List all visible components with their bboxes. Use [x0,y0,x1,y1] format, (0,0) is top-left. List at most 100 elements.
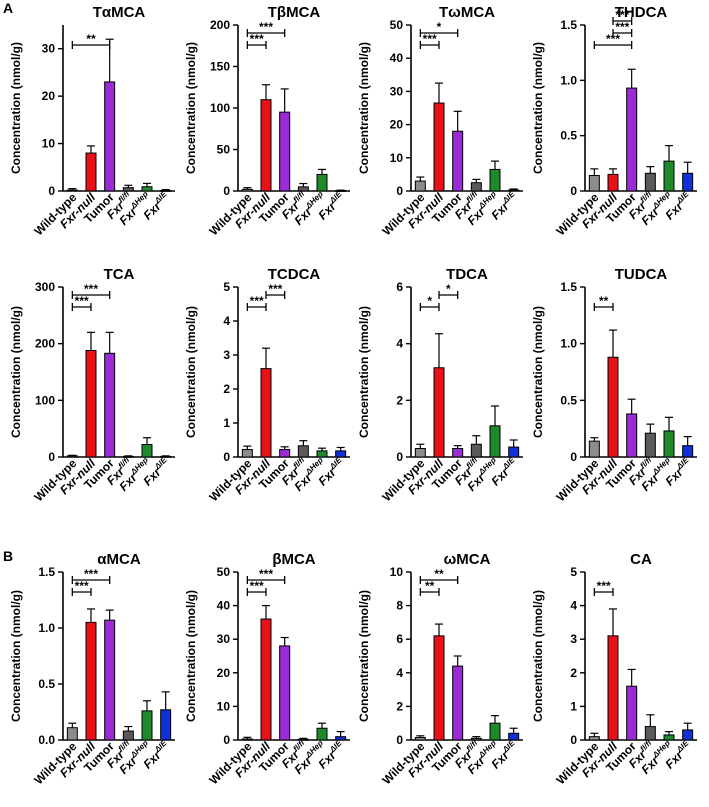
bar-null [85,349,97,458]
y-axis-label: Concentration (nmol/g) [531,590,545,722]
sig-label: *** [75,579,89,593]
sig-label: *** [615,8,629,22]
sig-label: ** [434,567,444,581]
y-tick-label: 0.5 [560,393,577,407]
bar-ie [160,709,172,741]
y-tick-label: 0 [48,184,55,198]
chart-title: TDCA [446,266,488,283]
bar-null [433,102,445,192]
sig-label: * [437,20,442,34]
chart-title: βMCA [272,551,315,568]
bar-tumor [104,352,116,458]
y-tick-label: 50 [217,143,231,157]
y-tick-label: 2 [396,393,403,407]
y-tick-label: 100 [35,393,55,407]
y-tick-label: 50 [390,18,404,32]
y-tick-label: 6 [396,632,403,646]
sig-label: *** [250,294,264,308]
chart-title: TωMCA [439,4,495,21]
bar-wt [588,175,600,192]
y-tick-label: 1.0 [38,621,55,635]
y-tick-label: 10 [390,565,404,579]
sig-label: *** [615,20,629,34]
y-tick-label: 20 [42,89,56,103]
bar-tumor [626,685,638,741]
sig-label: *** [423,32,437,46]
sig-label: * [446,282,451,296]
y-tick-label: 0 [223,184,230,198]
y-axis-label: Concentration (nmol/g) [531,42,545,174]
bar-null [433,367,445,458]
y-tick-label: 5 [223,280,230,294]
bar-tumor [626,413,638,458]
sig-label: *** [259,20,273,34]
sig-label: ** [425,579,435,593]
sig-label: *** [606,32,620,46]
y-axis-label: Concentration (nmol/g) [9,306,23,438]
y-tick-label: 40 [390,51,404,65]
y-tick-label: 0.5 [38,677,55,691]
y-tick-label: 300 [35,280,55,294]
bar-hep [489,425,501,458]
chart-title: ωMCA [444,551,491,568]
chart-title: TUDCA [615,266,668,283]
y-axis-label: Concentration (nmol/g) [357,306,371,438]
y-tick-label: 0 [570,184,577,198]
sig-label: *** [597,579,611,593]
sig-label: *** [84,282,98,296]
y-tick-label: 1.5 [560,18,577,32]
y-tick-label: 5 [570,565,577,579]
y-tick-label: 40 [217,599,231,613]
chart-title: THDCA [615,4,668,21]
y-tick-label: 0.0 [38,733,55,747]
panel-label-b: B [3,548,14,564]
y-axis-label: Concentration (nmol/g) [357,590,371,722]
bar-tumor [104,619,116,741]
y-axis-label: Concentration (nmol/g) [531,306,545,438]
sig-label: *** [268,282,282,296]
bar-null [607,356,619,458]
bar-tumor [452,665,464,741]
y-tick-label: 8 [396,599,403,613]
y-axis-label: Concentration (nmol/g) [184,306,198,438]
bar-hep [489,722,501,741]
bar-flfl [644,432,656,458]
y-tick-label: 0 [396,184,403,198]
sig-label: *** [250,32,264,46]
bar-flfl [644,172,656,192]
y-tick-label: 0 [223,450,230,464]
bar-null [607,173,619,192]
y-axis-label: Concentration (nmol/g) [9,590,23,722]
y-tick-label: 4 [396,337,403,351]
sig-label: *** [259,567,273,581]
y-tick-label: 20 [390,118,404,132]
bar-ie [682,729,694,741]
y-tick-label: 2 [396,699,403,713]
y-axis-label: Concentration (nmol/g) [9,42,23,174]
sig-label: ** [86,32,96,46]
y-tick-label: 1.0 [560,337,577,351]
bar-null [85,621,97,741]
bar-hep [489,168,501,192]
y-tick-label: 6 [396,280,403,294]
sig-label: *** [250,579,264,593]
bar-hep [663,430,675,458]
sig-label: ** [599,294,609,308]
chart-title: TβMCA [268,4,321,21]
y-tick-label: 30 [390,84,404,98]
y-tick-label: 0 [570,733,577,747]
bar-tumor [279,645,291,741]
y-axis-label: Concentration (nmol/g) [357,42,371,174]
bar-hep [141,710,153,741]
bar-null [260,368,272,458]
bar-null [260,99,272,192]
y-tick-label: 30 [42,42,56,56]
